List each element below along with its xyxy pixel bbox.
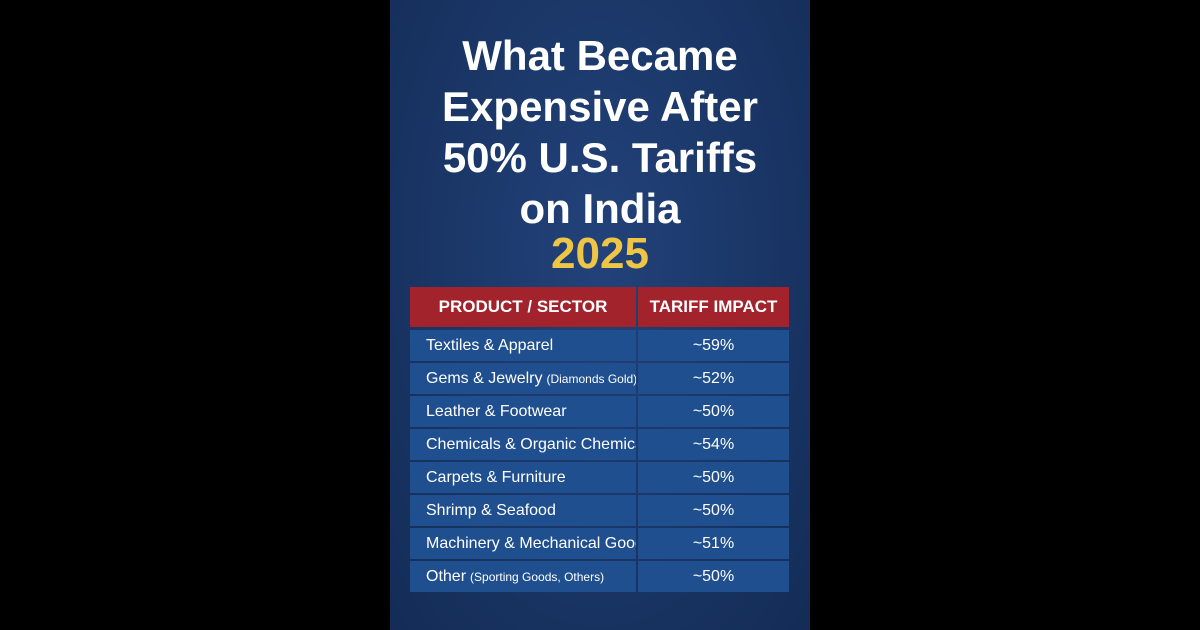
cell-product: Machinery & Mechanical Goods bbox=[410, 528, 636, 559]
product-name: Leather & Footwear bbox=[426, 402, 567, 420]
cell-tariff-impact: ~54% bbox=[638, 429, 789, 460]
headline-line-3: 50% U.S. Tariffs bbox=[442, 134, 758, 181]
header-tariff-impact: TARIFF IMPACT bbox=[638, 287, 789, 327]
header-product-sector: PRODUCT / SECTOR bbox=[410, 287, 636, 327]
cell-product: Shrimp & Seafood bbox=[410, 495, 636, 526]
headline-line-4: on India bbox=[519, 185, 681, 232]
cell-product: Textiles & Apparel bbox=[410, 330, 636, 361]
cell-tariff-impact: ~50% bbox=[638, 495, 789, 526]
headline-line-1: What Became bbox=[462, 32, 738, 79]
cell-product: Gems & Jewelry (Diamonds Gold) bbox=[410, 363, 636, 394]
tariff-table: PRODUCT / SECTOR TARIFF IMPACT Textiles … bbox=[410, 287, 789, 594]
cell-tariff-impact: ~59% bbox=[638, 330, 789, 361]
headline-year: 2025 bbox=[551, 229, 649, 278]
headline: What Became Expensive After 50% U.S. Tar… bbox=[390, 30, 810, 234]
cell-tariff-impact: ~50% bbox=[638, 462, 789, 493]
cell-tariff-impact: ~50% bbox=[638, 396, 789, 427]
table-row: Gems & Jewelry (Diamonds Gold) ~52% bbox=[410, 363, 789, 394]
product-name: Textiles & Apparel bbox=[426, 336, 554, 354]
table-header: PRODUCT / SECTOR TARIFF IMPACT bbox=[410, 287, 789, 327]
product-name: Carpets & Furniture bbox=[426, 468, 566, 486]
product-note: (Sporting Goods, Others) bbox=[470, 569, 605, 584]
infographic-panel: What Became Expensive After 50% U.S. Tar… bbox=[390, 0, 810, 630]
table-row: Textiles & Apparel ~59% bbox=[410, 330, 789, 361]
cell-product: Carpets & Furniture bbox=[410, 462, 636, 493]
table-row: Shrimp & Seafood ~50% bbox=[410, 495, 789, 526]
table-row: Machinery & Mechanical Goods ~51% bbox=[410, 528, 789, 559]
headline-line-2: Expensive After bbox=[442, 83, 758, 130]
cell-product: Chemicals & Organic Chemicals bbox=[410, 429, 636, 460]
product-note: (Diamonds Gold) bbox=[546, 371, 636, 386]
table-body: Textiles & Apparel ~59% Gems & Jewelry (Dia… bbox=[410, 330, 789, 592]
cell-tariff-impact: ~50% bbox=[638, 561, 789, 592]
product-name: Shrimp & Seafood bbox=[426, 501, 556, 519]
product-name: Other bbox=[426, 567, 467, 585]
table-row: Carpets & Furniture ~50% bbox=[410, 462, 789, 493]
table-row: Other (Sporting Goods, Others) ~50% bbox=[410, 561, 789, 592]
product-name: Gems & Jewelry bbox=[426, 369, 543, 387]
cell-product: Leather & Footwear bbox=[410, 396, 636, 427]
cell-product: Other (Sporting Goods, Others) bbox=[410, 561, 636, 592]
cell-tariff-impact: ~51% bbox=[638, 528, 789, 559]
product-name: Machinery & Mechanical Goods bbox=[426, 534, 636, 552]
table-row: Chemicals & Organic Chemicals ~54% bbox=[410, 429, 789, 460]
table-row: Leather & Footwear ~50% bbox=[410, 396, 789, 427]
cell-tariff-impact: ~52% bbox=[638, 363, 789, 394]
product-name: Chemicals & Organic Chemicals bbox=[426, 435, 636, 453]
